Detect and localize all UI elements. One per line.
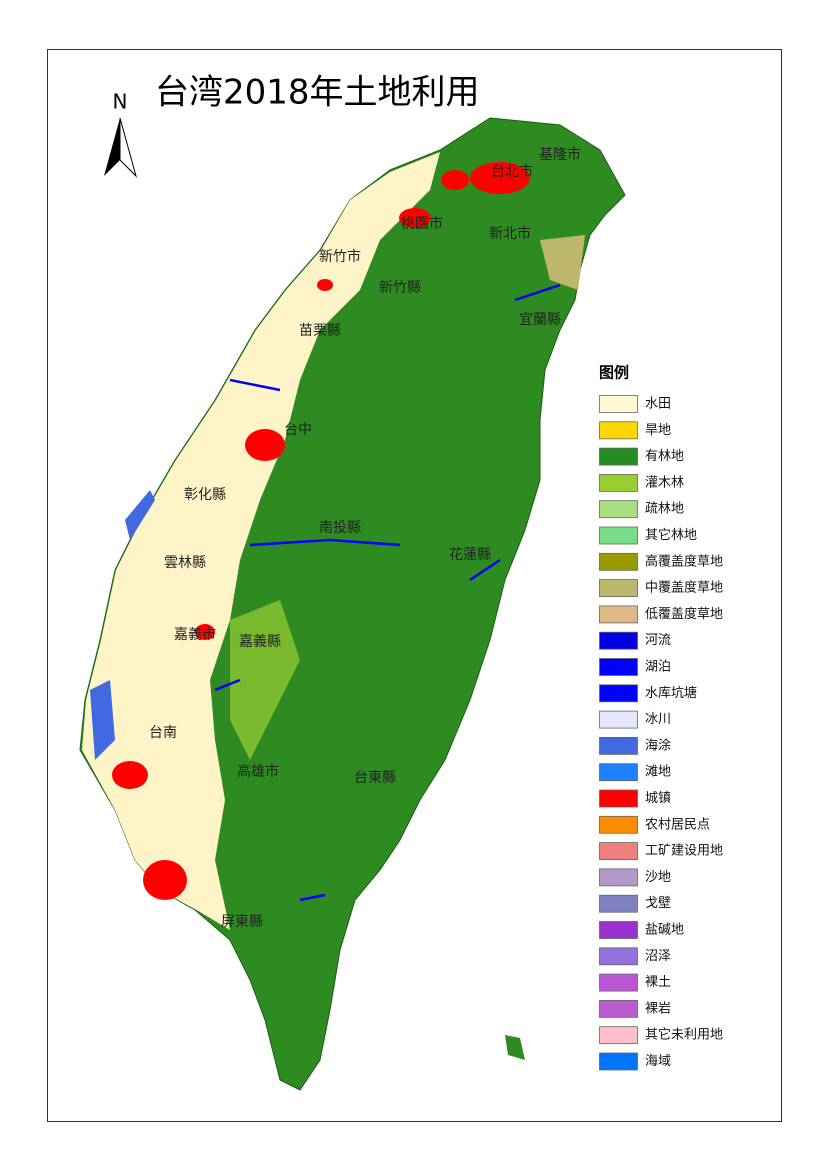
legend-swatch [599, 710, 638, 729]
place-label: 新北市 [489, 225, 531, 242]
legend-swatch [599, 789, 638, 808]
shrub [230, 600, 300, 760]
legend-swatch [599, 500, 638, 519]
urban [112, 162, 530, 900]
legend-label: 滩地 [645, 765, 671, 780]
grass [540, 235, 585, 290]
legend-label: 河流 [645, 633, 671, 648]
legend-label: 疏林地 [645, 502, 684, 517]
map-title: 台湾2018年土地利用 [155, 73, 480, 113]
legend-label: 其它未利用地 [645, 1027, 723, 1043]
place-label: 新竹市 [319, 248, 361, 265]
legend-label: 有林地 [645, 449, 684, 464]
legend-label: 冰川 [645, 712, 671, 727]
legend-label: 旱地 [645, 423, 671, 438]
plain [82, 152, 440, 930]
legend-swatch [599, 579, 638, 597]
legend-swatch [599, 921, 638, 939]
legend-label: 戈壁 [645, 896, 671, 911]
legend-swatch [599, 842, 638, 860]
legend-swatch [599, 815, 638, 834]
legend-title: 图例 [599, 364, 629, 382]
place-label: 台中 [284, 422, 312, 438]
legend-swatch [599, 395, 638, 413]
tidal [90, 490, 155, 760]
place-label: 高雄市 [237, 763, 279, 780]
legend-label: 农村居民点 [645, 817, 710, 832]
legend-swatch [599, 894, 638, 913]
place-label: 南投縣 [319, 520, 361, 536]
legend-swatch [599, 684, 638, 703]
legend-label: 低覆盖度草地 [645, 606, 723, 622]
legend-swatch [599, 526, 638, 545]
legend-swatch [599, 1052, 638, 1071]
legend-swatch [599, 631, 638, 650]
legend-label: 裸岩 [645, 1001, 671, 1016]
place-label: 台北市 [491, 163, 533, 180]
legend-swatch [599, 763, 638, 782]
legend-swatch [599, 447, 638, 466]
place-label: 桃園市 [401, 215, 443, 232]
place-label: 宜蘭縣 [519, 312, 561, 328]
place-label: 苗栗縣 [299, 323, 341, 339]
arrow-right [119, 117, 137, 178]
arrow-left [104, 118, 120, 176]
legend-swatch [599, 973, 638, 992]
place-label: 嘉義市 [174, 626, 216, 643]
legend-swatch [599, 605, 638, 624]
place-label: 雲林縣 [164, 555, 206, 571]
place-label: 台南 [149, 725, 177, 741]
legend-label: 沙地 [645, 870, 671, 885]
place-label: 屏東縣 [221, 914, 263, 930]
legend-label: 水田 [645, 397, 671, 412]
north-arrow: N [104, 90, 137, 178]
legend-label: 其它林地 [645, 527, 697, 543]
legend-label: 裸土 [645, 975, 671, 990]
legend-label: 高覆盖度草地 [645, 553, 723, 569]
legend-swatch [599, 1026, 638, 1045]
legend-label: 盐碱地 [645, 923, 684, 938]
place-label: 嘉義縣 [239, 633, 281, 650]
legend-label: 灌木林 [645, 475, 684, 490]
legend-label: 沼泽 [645, 949, 671, 964]
legend-swatch [599, 868, 638, 887]
north-label: N [113, 90, 128, 114]
rivers [214, 283, 561, 902]
legend-swatch [599, 421, 638, 440]
island [79, 117, 626, 1091]
legend-swatch [599, 658, 638, 676]
legend-swatch [599, 552, 638, 571]
legend-swatch [599, 473, 638, 492]
legend-label: 城镇 [645, 791, 671, 806]
legend-label: 工矿建设用地 [645, 844, 723, 859]
legend-label: 海涂 [645, 737, 671, 753]
place-label: 花蓮縣 [449, 547, 491, 563]
place-label: 基隆市 [539, 146, 581, 163]
legend-swatch [599, 1000, 638, 1018]
islet [505, 1035, 525, 1060]
legend-label: 海域 [645, 1054, 671, 1069]
place-label: 彰化縣 [184, 486, 226, 503]
place-label: 新竹縣 [379, 280, 421, 296]
legend-label: 湖泊 [645, 660, 671, 675]
place-label: 台東縣 [354, 770, 396, 786]
legend-swatch [599, 947, 638, 966]
legend-label: 中覆盖度草地 [645, 580, 723, 596]
legend-swatch [599, 737, 638, 755]
legend-label: 水库坑塘 [645, 685, 697, 701]
